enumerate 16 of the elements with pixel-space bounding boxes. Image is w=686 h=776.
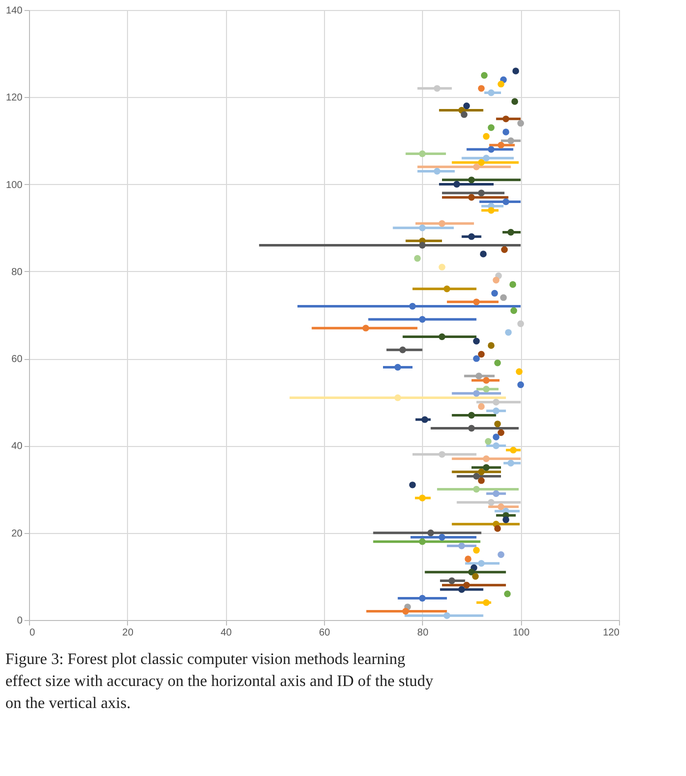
x-tick-label: 40 bbox=[220, 628, 232, 638]
y-tick-label: 120 bbox=[6, 92, 23, 104]
y-tick-label: 60 bbox=[11, 354, 23, 366]
x-tick-label: 80 bbox=[417, 628, 429, 638]
x-tick-label: 100 bbox=[512, 628, 530, 638]
y-tick-label: 100 bbox=[6, 180, 23, 191]
x-tick-label: 60 bbox=[318, 628, 330, 638]
x-tick-label: 20 bbox=[122, 628, 134, 638]
y-tick-label: 40 bbox=[11, 441, 23, 452]
y-tick-label: 20 bbox=[11, 528, 23, 540]
y-tick-label: 80 bbox=[11, 266, 23, 278]
x-tick-label: 0 bbox=[30, 628, 36, 638]
caption: Figure 3: Forest plot classic computer vision methods learning effect size with accuracy on the horizontal axis and ID of the study on the vertical axis. bbox=[5, 651, 434, 712]
y-tick-label: 0 bbox=[16, 616, 23, 626]
y-tick-label: 140 bbox=[6, 6, 23, 16]
x-tick-label: 120 bbox=[602, 628, 620, 638]
